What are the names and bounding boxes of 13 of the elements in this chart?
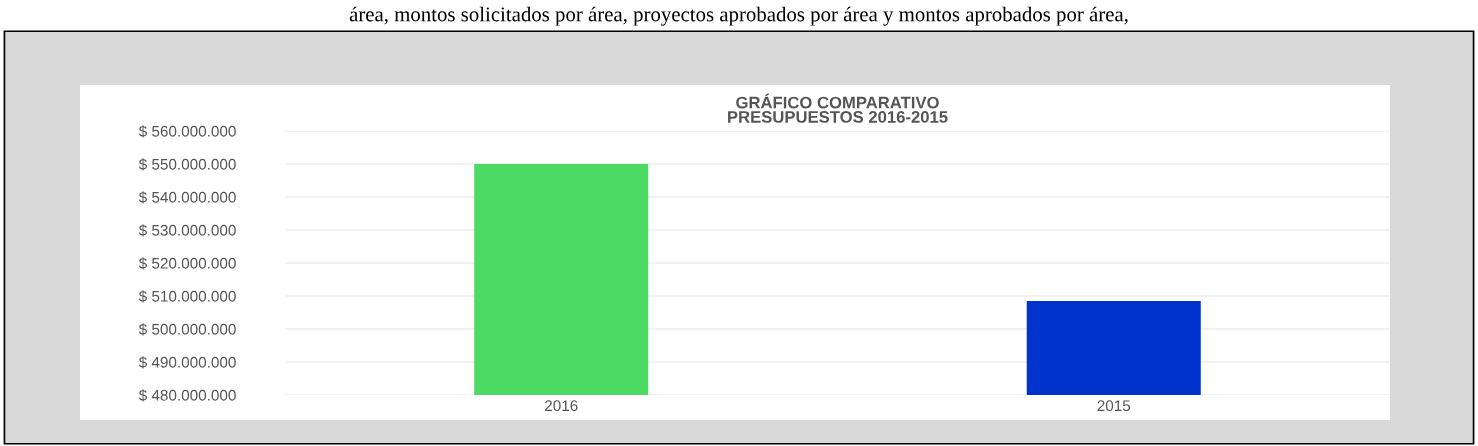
y-tick-label: $ 560.000.000 <box>138 125 236 138</box>
y-tick-label: $ 520.000.000 <box>138 257 236 270</box>
y-tick-label: $ 550.000.000 <box>138 158 236 171</box>
y-tick-label: $ 540.000.000 <box>138 191 236 204</box>
y-tick-label: $ 480.000.000 <box>138 389 236 402</box>
x-tick-label: 2016 <box>545 400 578 412</box>
x-tick-label: 2015 <box>1097 400 1131 412</box>
y-tick-label: $ 510.000.000 <box>138 290 236 303</box>
y-tick-label: $ 490.000.000 <box>138 356 236 369</box>
y-tick-label: $ 530.000.000 <box>138 224 236 237</box>
chart-title: GRÁFICO COMPARATIVO PRESUPUESTOS 2016-2015 <box>728 93 948 123</box>
y-tick-label: $ 500.000.000 <box>138 323 236 336</box>
text: área, montos solicitados por área, proyectos aprobados por área y montos aprobados por área, <box>349 6 1128 26</box>
